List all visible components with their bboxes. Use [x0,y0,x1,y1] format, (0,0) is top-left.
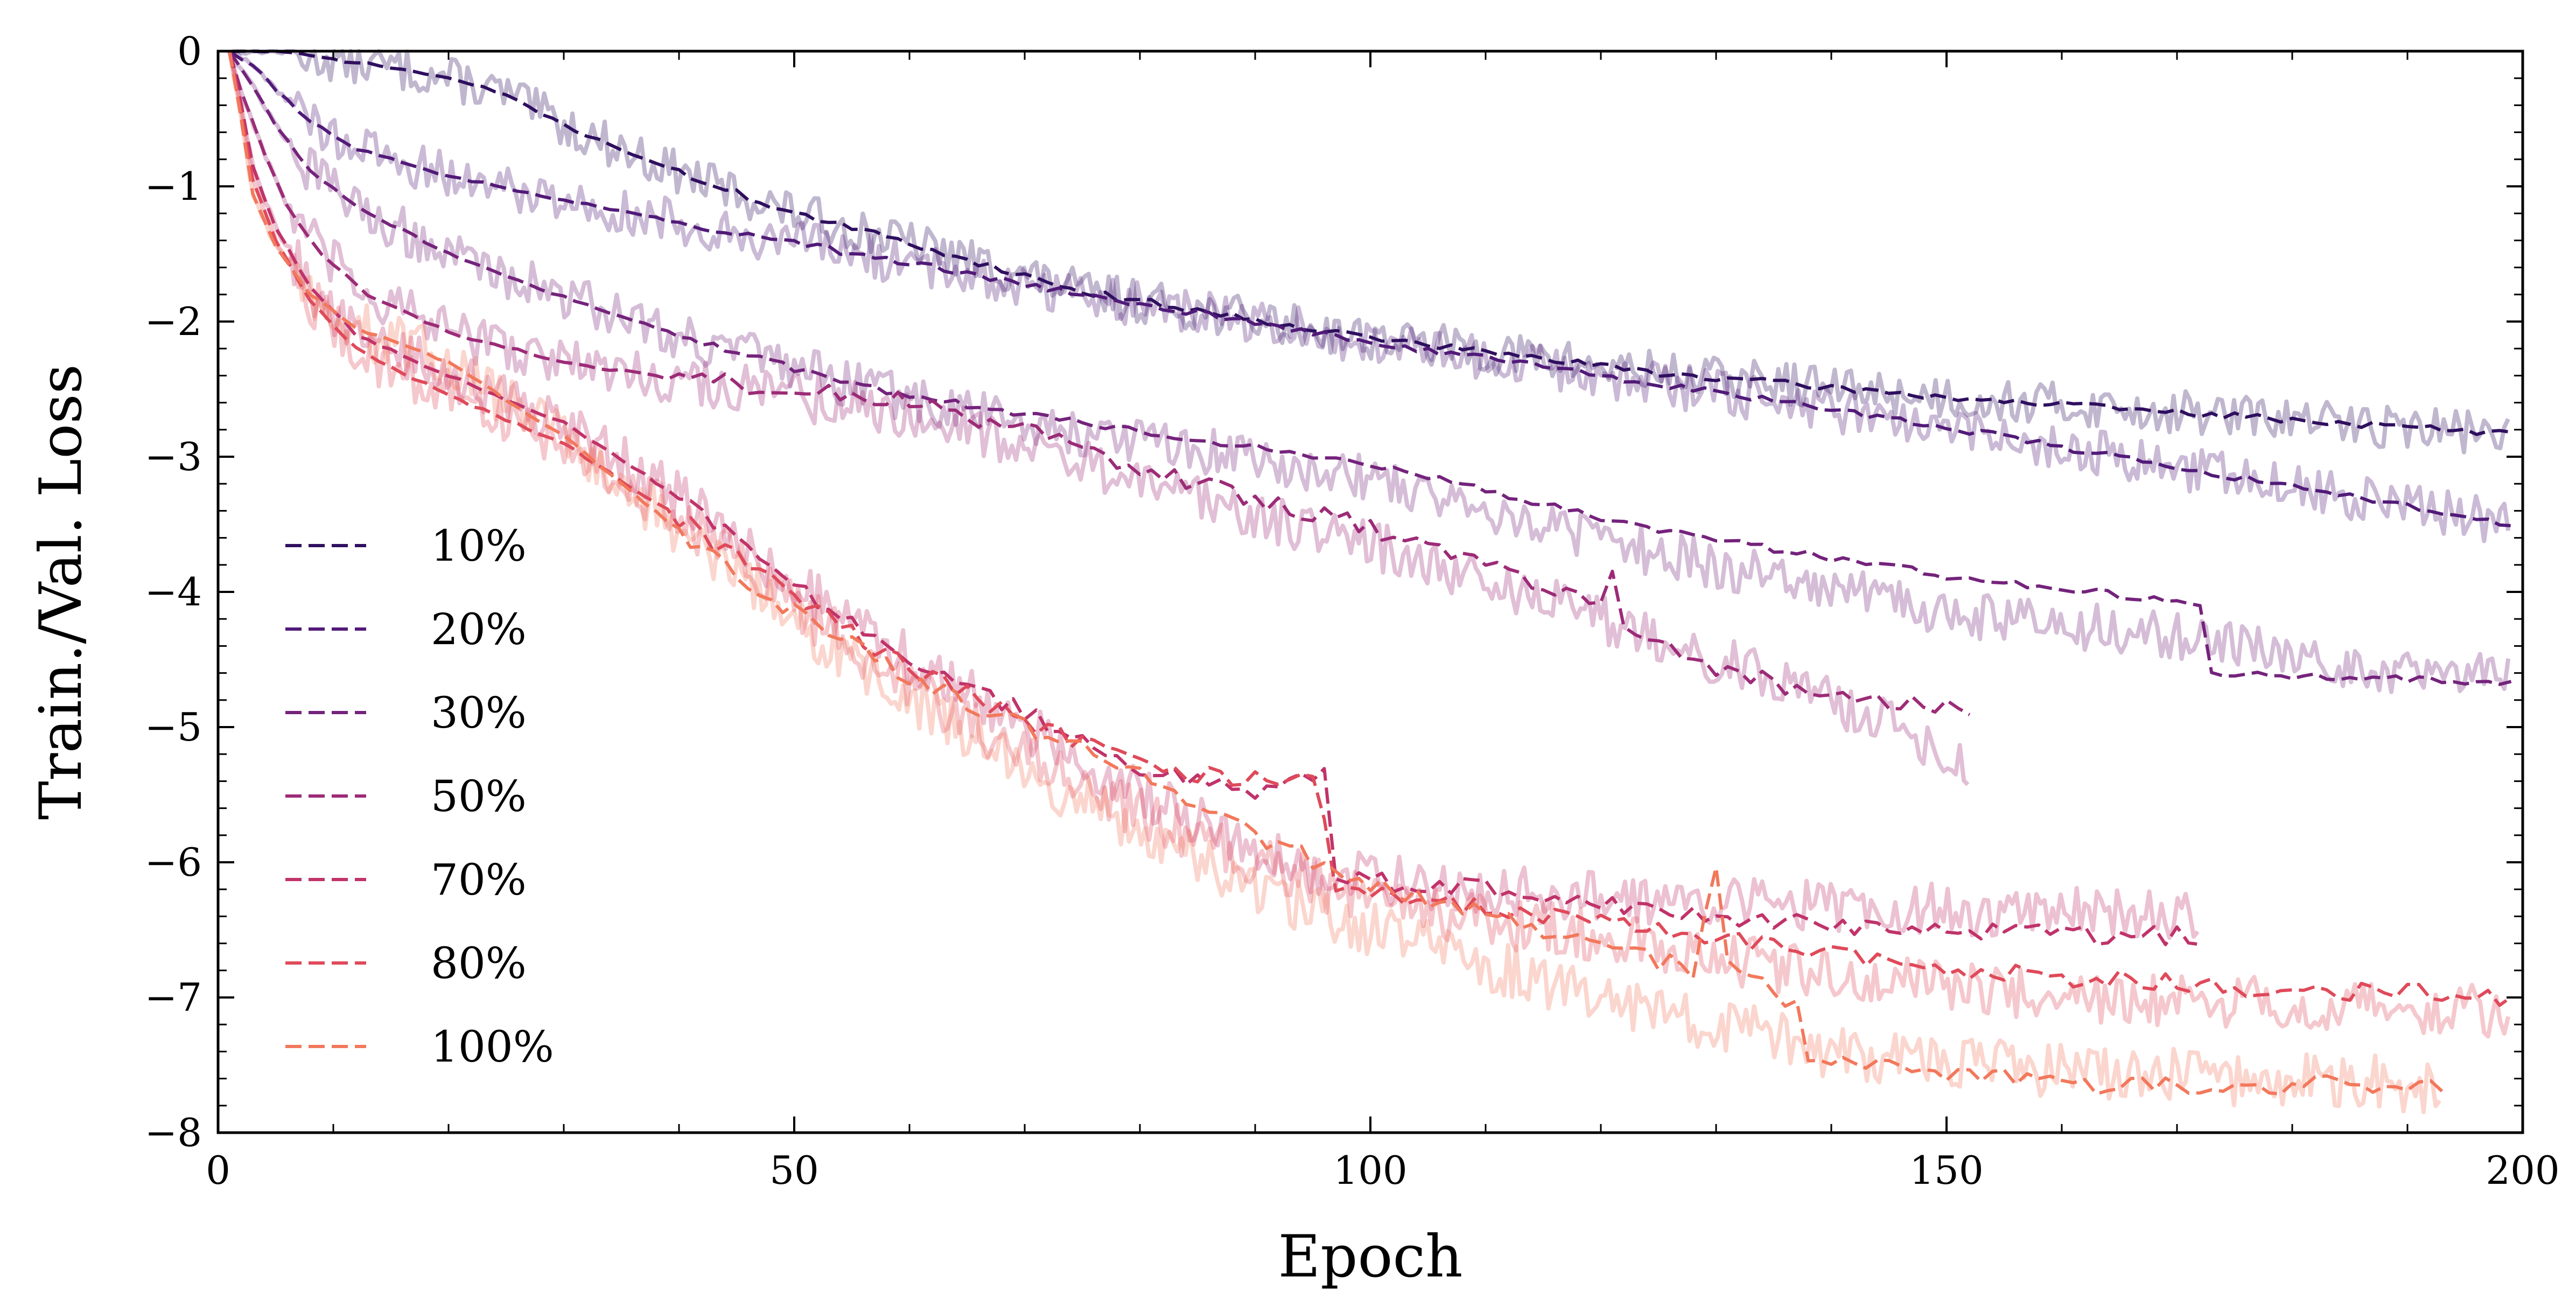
val-curve-100pct [228,51,2444,1096]
legend-label-50pct: 50% [431,771,527,821]
y-tick-label: −1 [145,164,202,209]
x-tick-label: 100 [1333,1148,1407,1193]
train-curve-80pct [227,51,2511,1039]
legend-label-30pct: 30% [431,688,527,738]
val-curve-30pct [228,50,2512,686]
train-curve-20pct [229,50,2511,543]
y-tick-label: −4 [145,569,202,615]
y-tick-label: −5 [145,704,202,750]
val-curve-70pct [228,51,2201,946]
x-tick-label: 150 [1909,1148,1983,1193]
legend: 10% 20% 30% 50% 70% 80% 100% [285,521,554,1072]
val-curve-50pct [228,52,1971,716]
val-curve-10pct [229,50,2512,436]
y-tick-label: −8 [145,1110,202,1155]
val-curves [228,50,2512,1096]
legend-label-80pct: 80% [431,938,527,988]
y-axis-title: Train./Val. Loss [27,364,95,820]
legend-label-70pct: 70% [431,855,527,905]
y-tick-label: −3 [145,434,202,479]
legend-label-10pct: 10% [431,521,527,571]
train-curve-10pct [229,49,2510,455]
axis-ticks: 0 50 100 150 200 0 −1 −2 −3 −4 −5 −6 −7 −8 [145,29,2560,1193]
y-tick-label: 0 [177,29,202,74]
train-curve-70pct [227,51,2200,940]
x-axis-title: Epoch [1278,1223,1462,1290]
y-tick-label: −7 [145,975,202,1020]
legend-label-100pct: 100% [431,1022,554,1072]
val-curve-20pct [228,50,2511,528]
train-curve-50pct [227,51,1970,786]
x-tick-label: 0 [206,1148,230,1193]
y-tick-label: −2 [145,299,202,344]
train-curve-30pct [227,51,2511,694]
x-tick-label: 50 [769,1148,819,1193]
x-tick-label: 200 [2486,1148,2559,1193]
train-curves [227,49,2511,1114]
legend-label-20pct: 20% [431,604,527,654]
y-tick-label: −6 [145,840,202,885]
